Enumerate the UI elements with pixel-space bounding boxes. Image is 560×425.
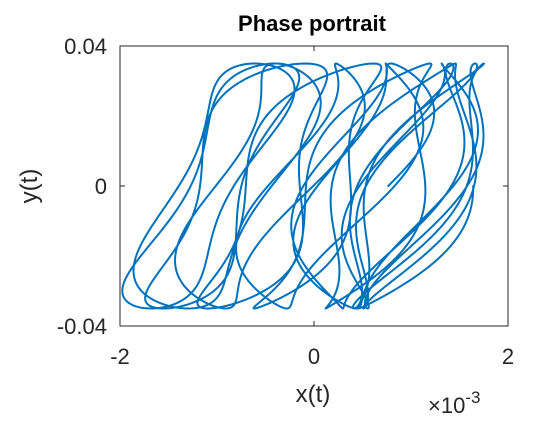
y-tick-label: 0 [95, 174, 107, 199]
x-axis-exponent-base: ×10 [428, 393, 465, 418]
x-axis-exponent-power: -3 [465, 388, 480, 407]
x-tick-label: 0 [308, 344, 320, 369]
y-tick-label: 0.04 [64, 34, 107, 59]
x-axis-label: x(t) [296, 381, 331, 408]
phase-trajectory [121, 62, 485, 310]
y-axis-label: y(t) [16, 169, 43, 204]
x-tick-label: -2 [110, 344, 130, 369]
x-tick-label: 2 [502, 344, 514, 369]
chart-title: Phase portrait [238, 11, 387, 36]
x-axis-exponent-label: ×10-3 [428, 388, 480, 418]
y-tick-label: -0.04 [57, 314, 107, 339]
series-layer [121, 62, 485, 310]
ticks-layer: -2 0 2 -0.04 0 0.04 [57, 34, 514, 369]
